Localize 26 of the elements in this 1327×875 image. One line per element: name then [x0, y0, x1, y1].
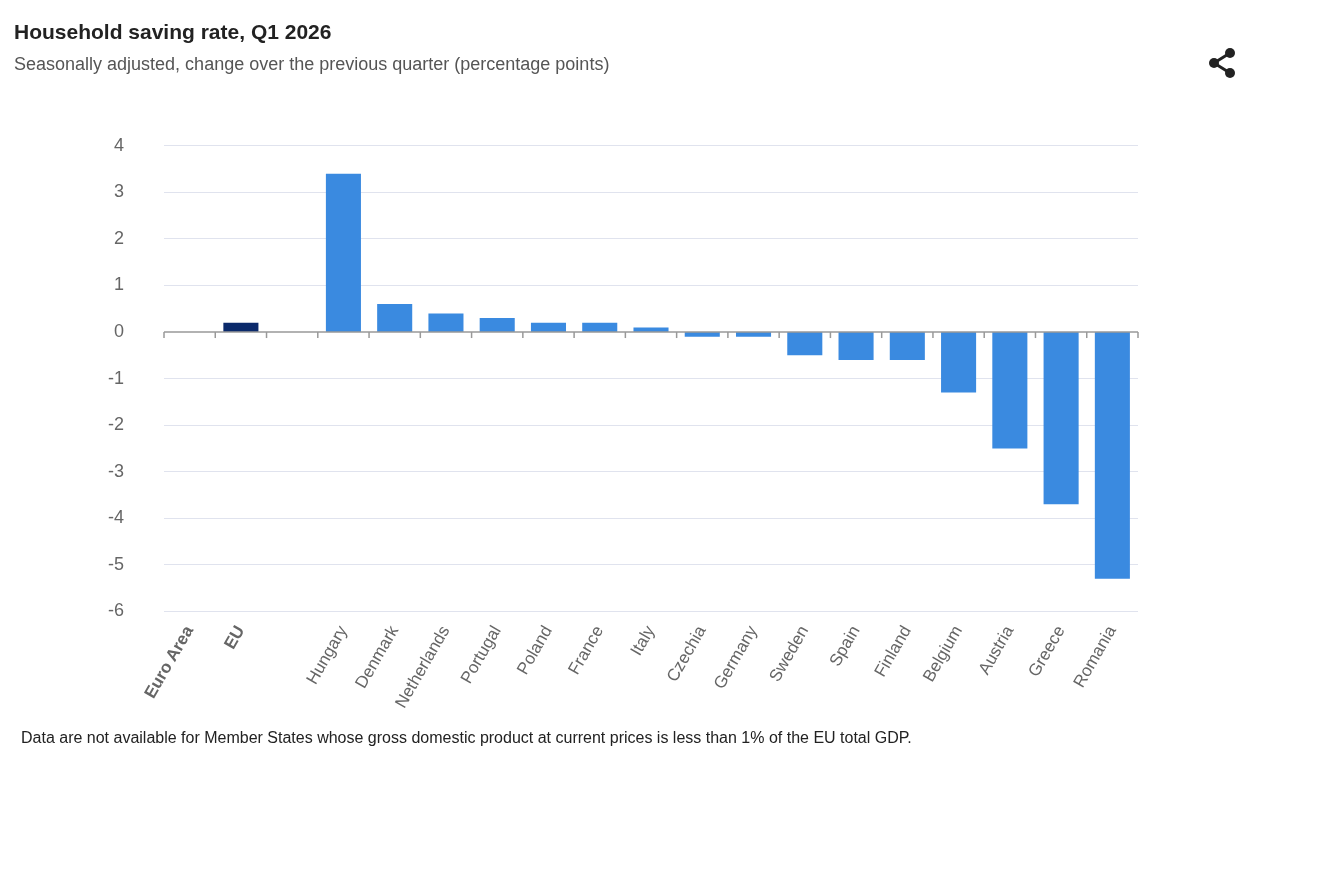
bar — [992, 332, 1028, 449]
bar — [325, 173, 361, 333]
y-tick-label: -6 — [107, 600, 124, 621]
y-tick-label: -4 — [107, 507, 124, 528]
bar — [1094, 332, 1130, 579]
y-tick-label: 1 — [113, 274, 124, 295]
y-tick-label: -1 — [107, 367, 124, 388]
x-tick-label: EU — [220, 622, 249, 653]
y-tick-label: 4 — [113, 134, 124, 155]
y-tick-label: -5 — [107, 553, 124, 574]
bar — [1043, 332, 1079, 505]
text: Data are not available for Member States whose gross domestic product at current prices is less than 1% of the EU total GDP. — [21, 729, 913, 746]
y-tick-label: -3 — [107, 460, 124, 481]
bar — [941, 332, 977, 393]
y-tick-label: 3 — [113, 181, 124, 202]
bar — [838, 332, 874, 360]
y-tick-label: -2 — [107, 414, 124, 435]
chart-subtitle: Seasonally adjusted, change over the previous quarter (percentage points) — [14, 54, 611, 75]
chart-title: Household saving rate, Q1 2026 — [14, 20, 333, 44]
bar — [479, 318, 515, 333]
bar — [428, 313, 464, 333]
y-tick-label: 0 — [113, 321, 124, 342]
bar — [787, 332, 823, 356]
bar — [889, 332, 925, 360]
y-tick-label: 2 — [113, 227, 124, 248]
bar — [377, 304, 413, 333]
